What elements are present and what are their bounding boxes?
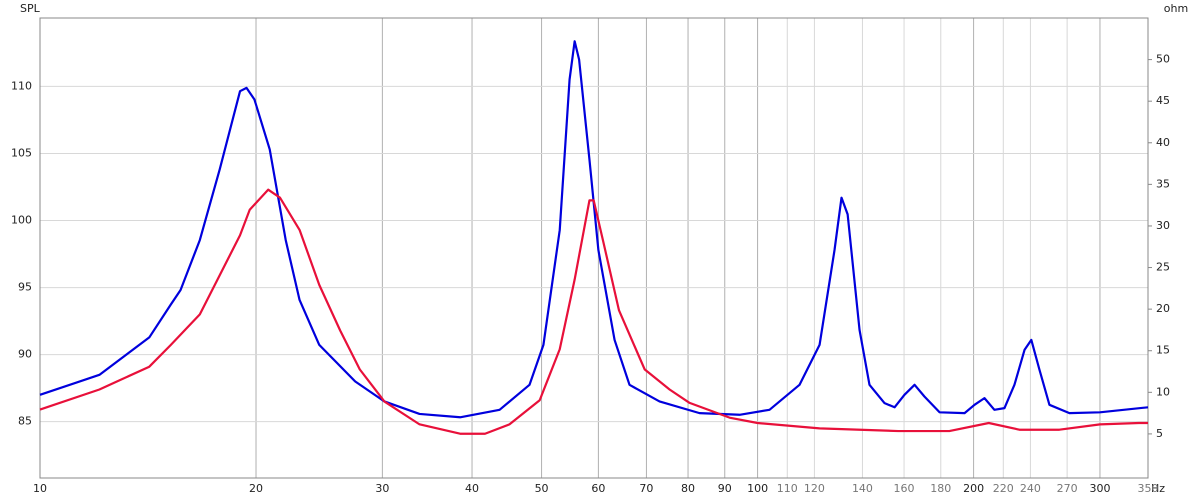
x-tick-label: 80 (681, 482, 695, 495)
grid-layer (39, 18, 1149, 478)
x-tick-label: 350 (1138, 482, 1159, 495)
x-tick-label: 180 (930, 482, 951, 495)
y2-tick-label: 30 (1156, 219, 1170, 232)
x-tick-label: 90 (718, 482, 732, 495)
x-tick-label: 110 (777, 482, 798, 495)
x-tick-label: 270 (1057, 482, 1078, 495)
x-tick-label: 200 (963, 482, 984, 495)
x-tick-label: 140 (852, 482, 873, 495)
x-tick-label: 160 (894, 482, 915, 495)
series-line (39, 40, 1149, 419)
x-tick-label: 10 (33, 482, 47, 495)
y-tick-label: 100 (11, 214, 32, 227)
y2-tick-label: 5 (1156, 427, 1163, 440)
x-tick-label: 100 (747, 482, 768, 495)
y-tick-label: 110 (11, 79, 32, 92)
x-tick-label: 60 (591, 482, 605, 495)
plot-frame (39, 17, 1149, 479)
y2-tick-label: 35 (1156, 177, 1170, 190)
y2-tick-label: 25 (1156, 261, 1170, 274)
y2-tick-label: 40 (1156, 136, 1170, 149)
y-tick-label: 105 (11, 146, 32, 159)
y2-tick-label: 10 (1156, 385, 1170, 398)
y2-tick-label: 45 (1156, 94, 1170, 107)
x-tick-label: 220 (993, 482, 1014, 495)
x-tick-label: 120 (804, 482, 825, 495)
y2-tick-label: 20 (1156, 302, 1170, 315)
x-tick-label: 70 (639, 482, 653, 495)
y-axis-label: SPL (20, 2, 41, 15)
x-tick-label: 20 (249, 482, 263, 495)
x-tick-label: 300 (1089, 482, 1110, 495)
y-tick-label: 90 (18, 348, 32, 361)
series-line (39, 188, 1148, 435)
x-tick-label: 240 (1020, 482, 1041, 495)
x-tick-label: 30 (375, 482, 389, 495)
y-tick-label: 95 (18, 281, 32, 294)
y2-tick-label: 50 (1156, 53, 1170, 66)
y2-tick-label: 15 (1156, 344, 1170, 357)
y2-axis-label: ohm (1164, 2, 1188, 15)
y-tick-label: 85 (18, 415, 32, 428)
x-axis-label: Hz (1151, 482, 1165, 495)
x-tick-label: 50 (535, 482, 549, 495)
x-tick-label: 40 (465, 482, 479, 495)
